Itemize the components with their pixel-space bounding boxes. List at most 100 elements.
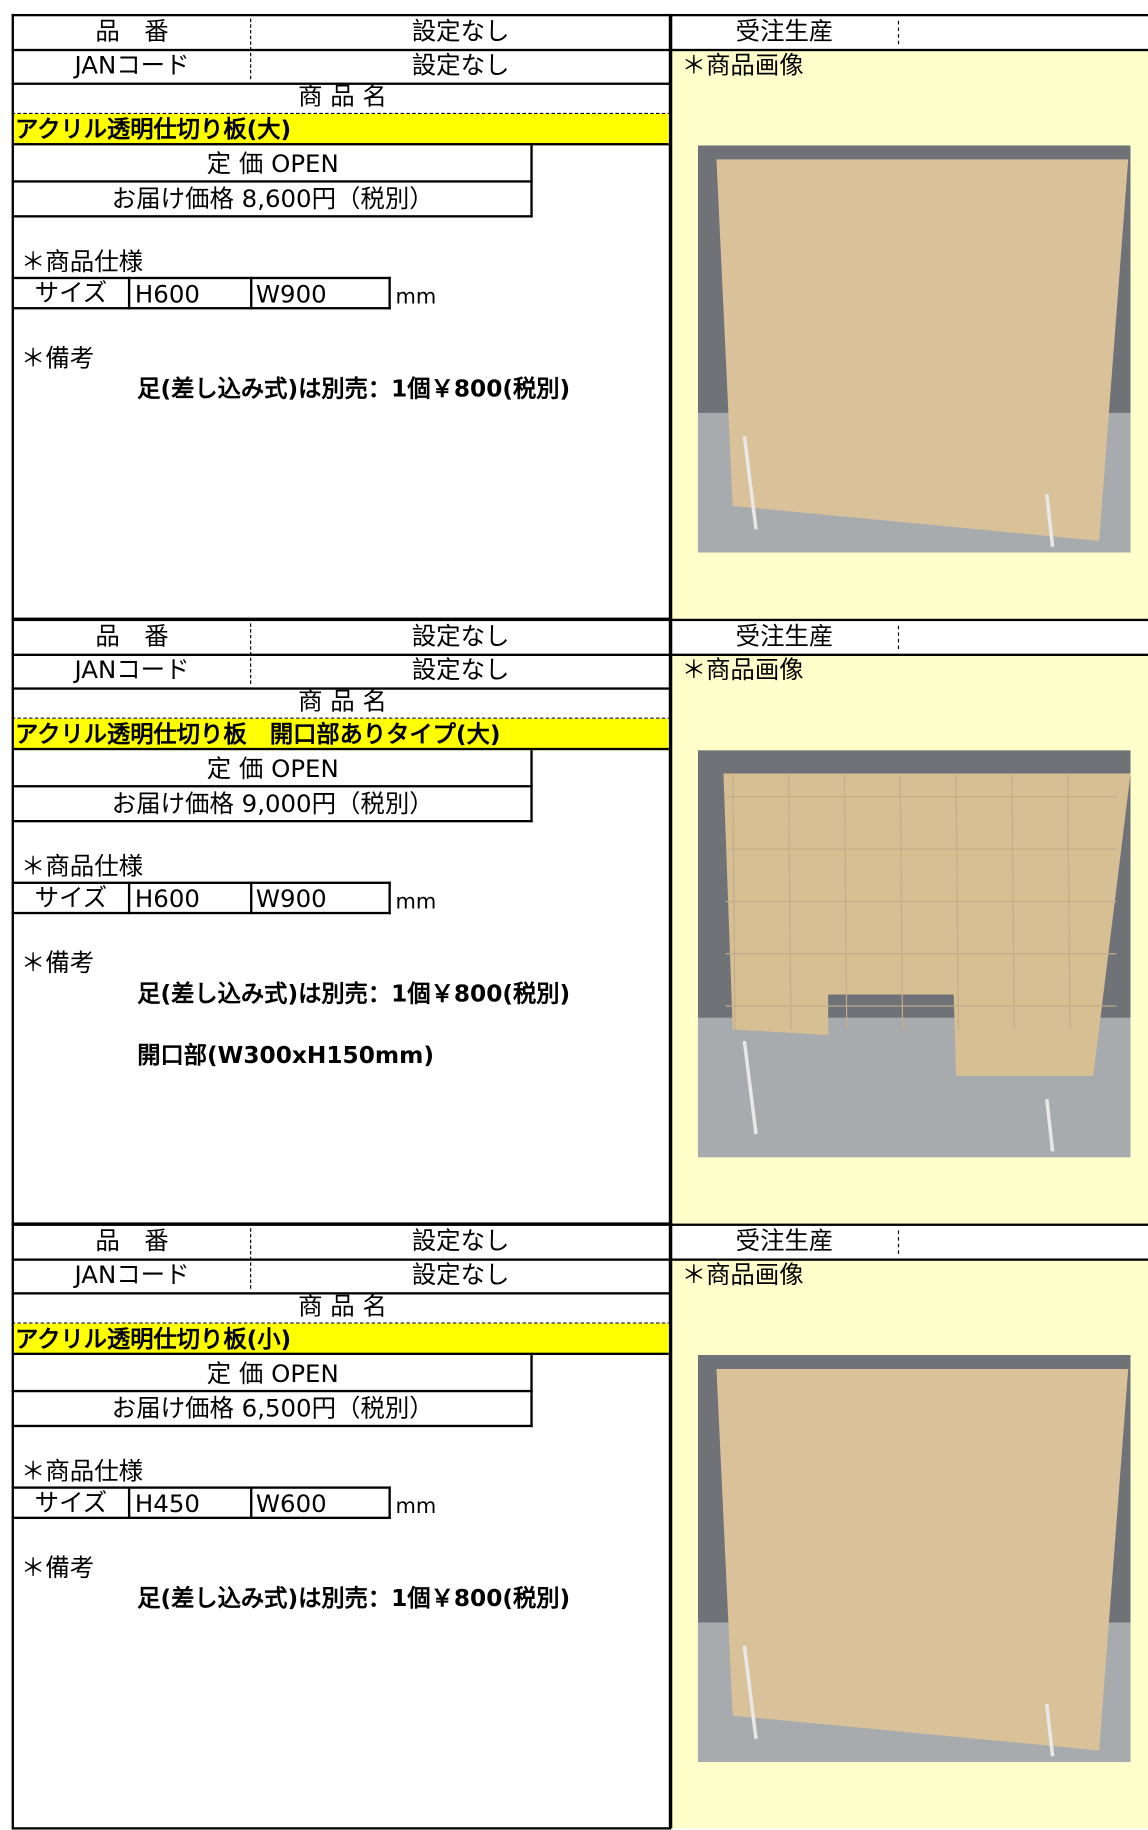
delivered-price: お届け価格 8,600円（税別）: [111, 184, 434, 213]
divider: [250, 1228, 252, 1289]
row-border: [11, 112, 672, 114]
top-border: [11, 618, 1148, 622]
name-label: 商 品 名: [298, 687, 387, 716]
size-height: H600: [134, 885, 200, 914]
image-label: ＊商品画像: [681, 655, 804, 684]
row-border: [11, 180, 533, 183]
hinban-value: 設定なし: [411, 1227, 510, 1255]
divider: [250, 18, 252, 80]
row-border: [11, 1322, 672, 1324]
row-border: [11, 717, 672, 719]
product-name: アクリル透明仕切り板(小): [15, 1324, 292, 1353]
cell-border: [250, 881, 253, 915]
order-type: 受注生産: [735, 1227, 834, 1255]
remarks-label: ＊備考: [20, 949, 95, 978]
spec-label: ＊商品仕様: [20, 1457, 144, 1486]
col-border: [668, 13, 673, 619]
name-bg: [13, 718, 669, 751]
left-border: [11, 618, 14, 1224]
size-label: サイズ: [34, 279, 108, 308]
row-border: [11, 1258, 1148, 1261]
size-unit: mm: [395, 1494, 437, 1520]
list-price: 定 価 OPEN: [206, 754, 339, 783]
cell-border: [127, 276, 131, 310]
note: 足(差し込み式)は別売：1個￥800(税別): [137, 979, 571, 1008]
row-border: [11, 1292, 672, 1295]
name-label: 商 品 名: [298, 1292, 387, 1321]
image-label: ＊商品画像: [681, 1260, 804, 1289]
size-height: H600: [134, 280, 200, 309]
name-bg: [13, 1323, 669, 1356]
product-block: 品 番設定なし 受注生産 JANコード 設定なし ＊商品画像商 品 名アクリル透明仕切り…: [0, 1223, 1148, 1830]
top-border: [11, 1223, 1148, 1226]
divider: [897, 20, 900, 45]
row-border: [11, 1389, 533, 1393]
cell-border: [250, 1486, 253, 1520]
product-photo: [697, 750, 1131, 1158]
size-cells: [11, 276, 391, 310]
row-border: [11, 48, 1148, 52]
cell-border: [250, 276, 253, 310]
image-label: ＊商品画像: [681, 51, 804, 80]
size-cells: [11, 1486, 391, 1520]
size-cells: [11, 881, 391, 915]
order-type: 受注生産: [735, 622, 834, 651]
row-border: [11, 687, 672, 690]
size-unit: mm: [395, 889, 437, 915]
jan-value: 設定なし: [411, 51, 510, 80]
left-border: [11, 13, 14, 619]
spec-label: ＊商品仕様: [20, 247, 144, 276]
size-height: H450: [134, 1489, 200, 1518]
size-label: サイズ: [34, 883, 108, 912]
note: 足(差し込み式)は別売：1個￥800(税別): [137, 374, 571, 403]
name-bg: [13, 113, 669, 146]
product-photo: [697, 1355, 1131, 1763]
divider: [250, 623, 252, 684]
jan-value: 設定なし: [411, 655, 510, 684]
top-border: [11, 13, 1148, 17]
hinban-label: 品 番: [95, 17, 169, 46]
row-border: [11, 785, 533, 788]
divider: [897, 1230, 900, 1254]
note: 開口部(W300xH150mm): [137, 1040, 435, 1069]
list-price: 定 価 OPEN: [206, 150, 339, 178]
product-block: 品 番設定なし 受注生産 JANコード 設定なし ＊商品画像商 品 名アクリル透明仕切り…: [0, 618, 1148, 1225]
delivered-price: お届け価格 6,500円（税別）: [111, 1394, 434, 1423]
name-label: 商 品 名: [298, 82, 387, 111]
row-border: [11, 653, 1148, 656]
col-border: [668, 618, 673, 1224]
bottom-border: [11, 617, 672, 620]
left-border: [11, 1223, 14, 1829]
col-border: [668, 1223, 673, 1829]
order-type: 受注生産: [735, 17, 834, 46]
jan-label: JANコード: [74, 51, 190, 80]
jan-label: JANコード: [74, 655, 190, 684]
size-unit: mm: [395, 284, 437, 310]
remarks-label: ＊備考: [20, 344, 95, 373]
divider: [897, 625, 900, 650]
jan-value: 設定なし: [411, 1260, 510, 1289]
size-width: W900: [255, 280, 327, 309]
delivered-price: お届け価格 9,000円（税別）: [111, 789, 434, 818]
cell-border: [127, 881, 131, 915]
list-price: 定 価 OPEN: [206, 1359, 339, 1388]
jan-label: JANコード: [74, 1260, 190, 1289]
spec-label: ＊商品仕様: [20, 852, 144, 881]
note: 足(差し込み式)は別売：1個￥800(税別): [137, 1584, 571, 1613]
product-photo: [697, 145, 1131, 553]
size-width: W900: [255, 885, 327, 914]
cell-border: [127, 1486, 131, 1520]
remarks-label: ＊備考: [20, 1553, 95, 1582]
hinban-label: 品 番: [95, 1227, 169, 1255]
row-border: [11, 82, 672, 85]
product-block: 品 番設定なし 受注生産 JANコード 設定なし ＊商品画像商 品 名アクリル透明仕切り…: [0, 13, 1148, 620]
product-name: アクリル透明仕切り板(大): [15, 115, 292, 144]
hinban-value: 設定なし: [411, 622, 510, 651]
size-label: サイズ: [34, 1488, 108, 1517]
hinban-label: 品 番: [95, 622, 169, 651]
bottom-border: [11, 1827, 672, 1830]
hinban-value: 設定なし: [411, 17, 510, 46]
size-width: W600: [255, 1489, 327, 1518]
